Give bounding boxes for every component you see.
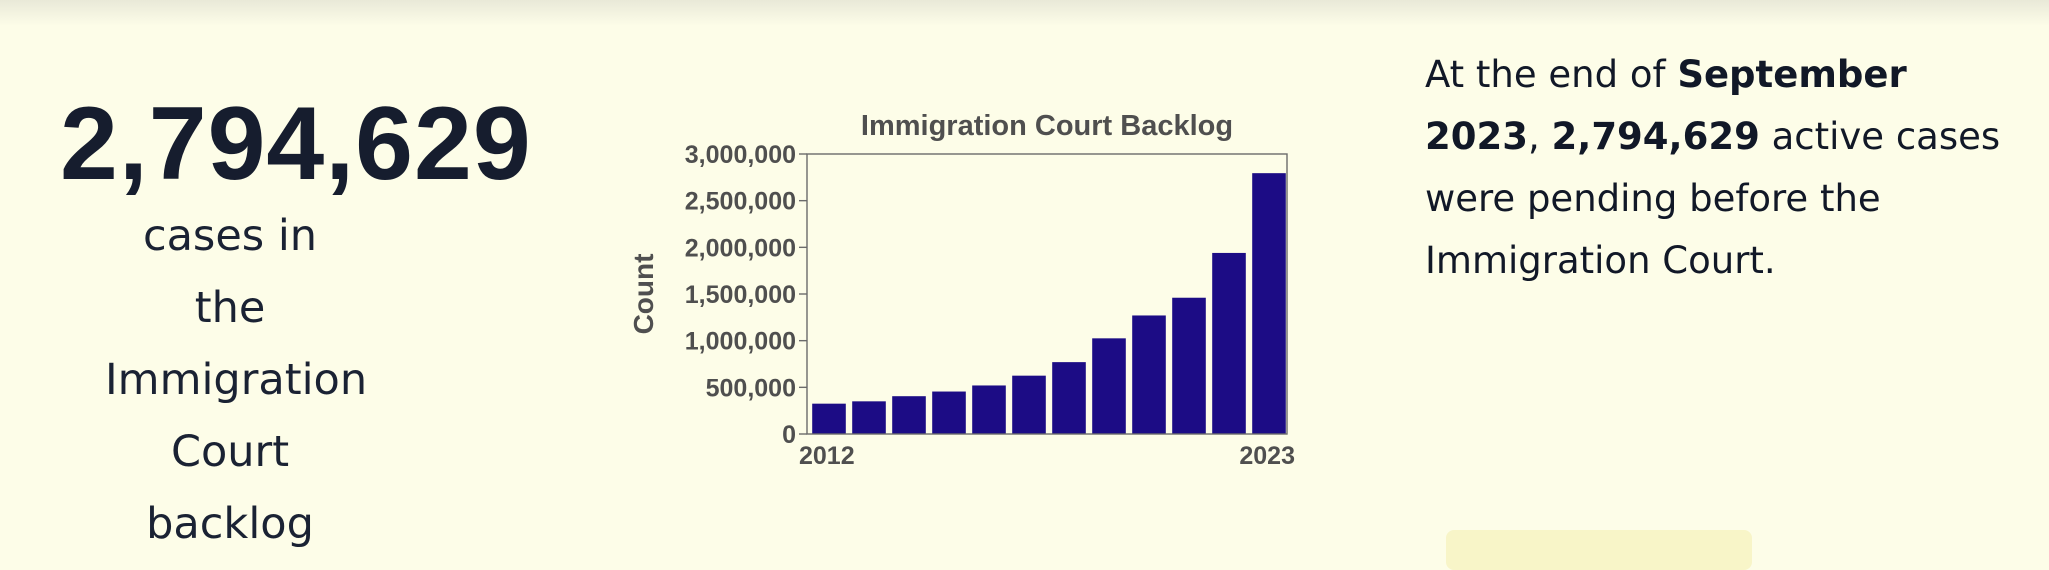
stat-caption-line: Immigration [105, 355, 368, 405]
y-tick-label: 2,500,000 [685, 188, 796, 216]
bar-2013 [852, 401, 886, 434]
y-tick-label: 2,000,000 [685, 234, 796, 262]
x-axis: 2012 2023 [799, 442, 1295, 470]
summary-suffix: active cases were pending before the Imm… [1425, 115, 2001, 282]
summary-count: 2,794,629 [1551, 115, 1760, 158]
stat-number: 2,794,629 [60, 86, 532, 202]
bar-2016 [972, 385, 1006, 434]
y-tick-label: 1,500,000 [685, 281, 796, 309]
x-tick-label: 2012 [799, 442, 855, 470]
stat-caption-line: backlog [146, 499, 314, 549]
bar-2017 [1012, 375, 1046, 434]
backlog-chart-svg: Immigration Court Backlog Count 0 500,000… [628, 110, 1295, 470]
summary-date: September 2023 [1425, 53, 1907, 158]
bar-2020 [1132, 315, 1166, 434]
stat-caption-line: Court [170, 427, 290, 477]
bars-group [812, 173, 1286, 434]
top-shadow [0, 0, 2049, 26]
bottom-tab[interactable] [1446, 530, 1752, 570]
bar-2018 [1052, 362, 1086, 434]
y-tick-label: 0 [782, 421, 796, 449]
y-tick-label: 3,000,000 [685, 141, 796, 169]
bar-2015 [932, 391, 966, 434]
x-tick-label: 2023 [1239, 442, 1295, 470]
summary-text: At the end of September 2023, 2,794,629 … [1425, 44, 2025, 292]
stat-caption: cases in the Immigration Court backlog [105, 200, 368, 560]
chart-title: Immigration Court Backlog [861, 110, 1233, 142]
y-axis-label: Count [628, 254, 659, 335]
y-tick-label: 500,000 [706, 374, 796, 402]
stat-caption-line: cases in the [142, 211, 318, 333]
stat-block: 2,794,629 cases in the Immigration Court… [60, 86, 580, 549]
bar-2012 [812, 403, 846, 434]
y-axis: 0 500,000 1,000,000 1,500,000 2,000,000 2,500… [685, 141, 807, 449]
y-tick-label: 1,000,000 [685, 328, 796, 356]
bar-2019 [1092, 338, 1126, 434]
bar-2022 [1212, 252, 1246, 434]
bar-2023 [1252, 173, 1286, 434]
summary-prefix: At the end of [1425, 53, 1678, 96]
summary-sep: , [1527, 115, 1552, 158]
backlog-chart: Immigration Court Backlog Count 0 500,000… [620, 100, 1320, 480]
bar-2021 [1172, 297, 1206, 434]
plot-frame [806, 153, 1288, 435]
bar-2014 [892, 396, 926, 434]
